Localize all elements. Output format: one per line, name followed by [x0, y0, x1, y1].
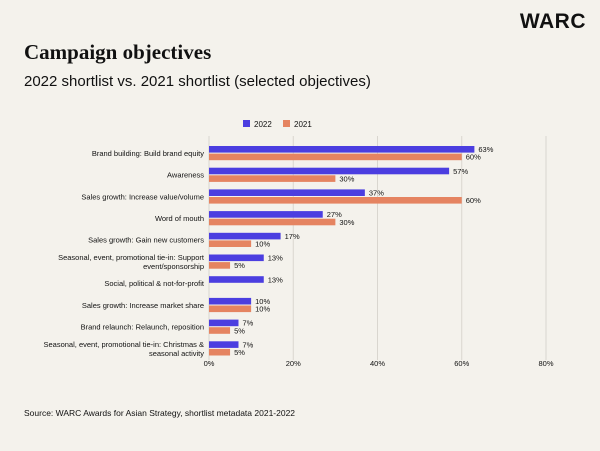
- data-label: 5%: [234, 261, 245, 270]
- bar-2022: [209, 167, 450, 175]
- category-label: Awareness: [167, 171, 204, 180]
- bar-2022: [209, 254, 264, 262]
- category-label: event/sponsorship: [143, 262, 204, 271]
- legend-label: 2021: [294, 120, 312, 129]
- bar-2022: [209, 276, 264, 283]
- category-label: Sales growth: Increase market share: [82, 301, 204, 310]
- data-label: 10%: [255, 297, 270, 306]
- data-label: 13%: [268, 275, 283, 284]
- category-label: Sales growth: Gain new customers: [88, 236, 204, 245]
- bar-2021: [209, 218, 336, 226]
- bar-2022: [209, 211, 323, 218]
- page-title: Campaign objectives: [24, 40, 212, 64]
- data-label: 10%: [255, 240, 270, 249]
- category-label: Sales growth: Increase value/volume: [81, 192, 204, 201]
- x-tick-label: 0%: [204, 359, 215, 368]
- category-label: seasonal activity: [149, 349, 204, 358]
- bar-2022: [209, 232, 281, 240]
- data-label: 30%: [339, 218, 354, 227]
- data-label: 60%: [466, 196, 481, 205]
- legend-swatch: [283, 120, 290, 127]
- bar-2021: [209, 327, 231, 334]
- category-label: Word of mouth: [155, 214, 204, 223]
- data-label: 7%: [242, 340, 253, 349]
- data-label: 5%: [234, 348, 245, 357]
- brand-logo: WARC: [519, 10, 586, 33]
- legend-label: 2022: [254, 120, 272, 129]
- data-label: 7%: [242, 319, 253, 328]
- data-label: 10%: [255, 305, 270, 314]
- bar-2022: [209, 319, 239, 327]
- bar-2022: [209, 189, 365, 196]
- data-label: 63%: [478, 145, 493, 154]
- data-label: 27%: [327, 210, 342, 219]
- x-tick-label: 40%: [370, 359, 385, 368]
- legend-swatch: [243, 120, 250, 127]
- bar-2021: [209, 305, 252, 313]
- source-note: Source: WARC Awards for Asian Strategy, …: [24, 408, 296, 418]
- category-label: Social, political & not-for-profit: [104, 279, 205, 288]
- bar-2021: [209, 240, 252, 247]
- bar-2021: [209, 348, 231, 356]
- bar-2022: [209, 146, 475, 153]
- x-tick-label: 60%: [454, 359, 469, 368]
- data-label: 5%: [234, 326, 245, 335]
- data-label: 17%: [285, 232, 300, 241]
- data-label: 13%: [268, 254, 283, 263]
- category-label: Brand building: Build brand equity: [92, 149, 204, 158]
- x-tick-label: 20%: [286, 359, 301, 368]
- category-label: Seasonal, event, promotional tie-in: Sup…: [58, 253, 205, 262]
- category-label: Brand relaunch: Relaunch, reposition: [81, 323, 204, 332]
- data-label: 60%: [466, 153, 481, 162]
- category-label: Seasonal, event, promotional tie-in: Chr…: [44, 340, 205, 349]
- data-label: 30%: [339, 174, 354, 183]
- data-label: 37%: [369, 189, 384, 198]
- bar-2021: [209, 175, 336, 182]
- bar-2021: [209, 262, 231, 269]
- x-tick-label: 80%: [538, 359, 553, 368]
- bar-2022: [209, 341, 239, 348]
- page-subtitle: 2022 shortlist vs. 2021 shortlist (selec…: [24, 73, 371, 90]
- bar-2021: [209, 153, 462, 161]
- data-label: 57%: [453, 167, 468, 176]
- bar-2022: [209, 297, 252, 305]
- bar-2021: [209, 197, 462, 204]
